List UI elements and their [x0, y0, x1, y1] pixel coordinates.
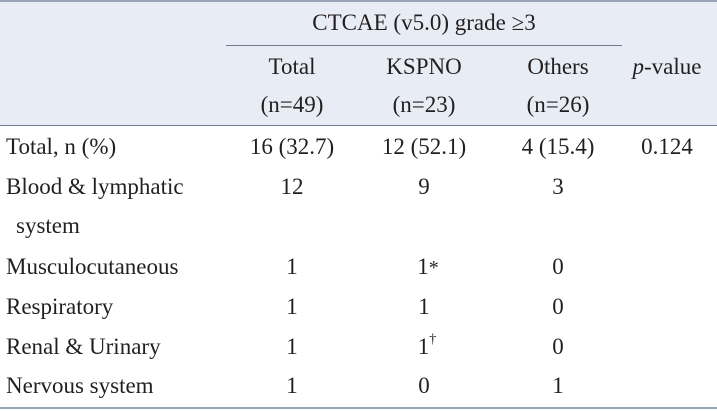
row-label: Musculocutaneous: [6, 254, 179, 279]
row-kspno-value: 1*: [417, 253, 439, 282]
row-total-value: 1: [286, 254, 298, 279]
row-total-value: 1: [286, 294, 298, 319]
row-kspno-value: 12 (52.1): [381, 134, 467, 159]
footnote-asterisk: *: [428, 257, 439, 279]
row-label: Nervous system: [6, 373, 154, 398]
row-kspno-value: 1: [418, 294, 430, 319]
pvalue-italic-p: p: [632, 54, 645, 79]
row-label-continuation: system: [16, 213, 80, 238]
table-bottom-border: [0, 407, 717, 409]
column-header-others: Others: [527, 54, 589, 79]
group-header-ctcae: CTCAE (v5.0) grade ≥3: [312, 10, 536, 35]
kspno-number: 1: [417, 334, 430, 359]
group-header-underline: [226, 45, 622, 46]
column-header-total: Total: [268, 54, 316, 79]
column-header-others-n: (n=26): [526, 92, 590, 117]
table-header: [0, 0, 717, 125]
row-others-value: 0: [552, 254, 564, 279]
column-header-kspno: KSPNO: [386, 54, 462, 79]
kspno-number: 1: [417, 254, 429, 279]
footnote-dagger: †: [429, 332, 437, 348]
row-label: Renal & Urinary: [6, 334, 161, 359]
row-total-value: 1: [286, 373, 298, 398]
row-label: Respiratory: [6, 294, 114, 319]
row-kspno-value: 1†: [418, 333, 437, 361]
row-others-value: 1: [552, 373, 564, 398]
row-label: Total, n (%): [6, 134, 117, 159]
row-others-value: 3: [552, 174, 564, 199]
row-others-value: 0: [552, 334, 564, 359]
row-kspno-value: 9: [418, 174, 430, 199]
row-total-value: 16 (32.7): [249, 134, 335, 159]
header-divider: [0, 125, 717, 126]
row-pvalue: 0.124: [641, 134, 693, 159]
row-kspno-value: 0: [418, 373, 430, 398]
row-total-value: 1: [286, 334, 298, 359]
pvalue-suffix: -value: [644, 54, 702, 79]
column-header-total-n: (n=49): [260, 92, 324, 117]
row-others-value: 0: [552, 294, 564, 319]
row-label: Blood & lymphatic: [6, 174, 184, 199]
column-header-kspno-n: (n=23): [392, 92, 456, 117]
row-total-value: 12: [280, 174, 304, 199]
column-header-pvalue: p-value: [633, 53, 702, 81]
row-others-value: 4 (15.4): [521, 134, 595, 159]
